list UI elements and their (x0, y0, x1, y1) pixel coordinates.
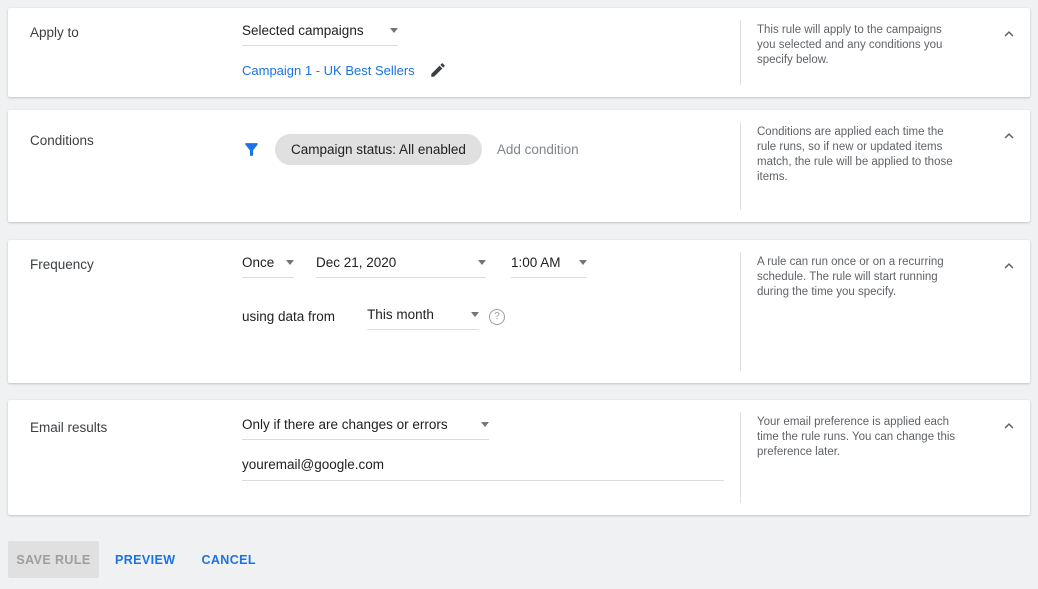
caret-down-icon (478, 260, 486, 265)
email-preference-value: Only if there are changes or errors (242, 417, 448, 432)
chevron-up-icon[interactable] (1000, 25, 1018, 43)
apply-to-dropdown-value: Selected campaigns (242, 23, 364, 38)
save-rule-button[interactable]: SAVE RULE (8, 541, 99, 578)
filter-funnel-icon (242, 140, 261, 159)
frequency-time-dropdown[interactable]: 1:00 AM (511, 255, 587, 278)
email-input[interactable]: youremail@google.com (242, 457, 724, 481)
using-data-from-label: using data from (242, 309, 336, 324)
email-results-section-label: Email results (30, 420, 108, 435)
apply-to-help-text: This rule will apply to the campaigns yo… (757, 24, 943, 66)
data-range-value: This month (367, 307, 434, 322)
frequency-help-panel: A rule can run once or on a recurring sc… (740, 252, 1030, 371)
frequency-interval-value: Once (242, 255, 275, 270)
email-results-help-panel: Your email preference is applied each ti… (740, 412, 1030, 503)
frequency-date-value: Dec 21, 2020 (316, 255, 397, 270)
data-range-dropdown[interactable]: This month (367, 307, 480, 330)
apply-to-help-panel: This rule will apply to the campaigns yo… (740, 20, 1030, 85)
conditions-help-text: Conditions are applied each time the rul… (757, 126, 953, 183)
conditions-section-label: Conditions (30, 133, 94, 148)
frequency-help-text: A rule can run once or on a recurring sc… (757, 256, 944, 298)
email-preference-dropdown[interactable]: Only if there are changes or errors (242, 417, 489, 440)
frequency-interval-dropdown[interactable]: Once (242, 255, 294, 278)
conditions-help-panel: Conditions are applied each time the rul… (740, 122, 1030, 210)
frequency-section-label: Frequency (30, 257, 94, 272)
apply-to-section: Apply to Selected campaigns Campaign 1 -… (8, 8, 1030, 97)
action-bar: SAVE RULE PREVIEW CANCEL (8, 541, 1030, 578)
add-condition-button[interactable]: Add condition (496, 142, 579, 157)
caret-down-icon (579, 260, 587, 265)
question-mark-icon[interactable]: ? (489, 309, 506, 325)
email-results-help-text: Your email preference is applied each ti… (757, 416, 956, 458)
frequency-section: Frequency Once Dec 21, 2020 1:00 AM usin… (8, 240, 1030, 383)
pencil-icon[interactable] (429, 61, 447, 79)
chevron-up-icon[interactable] (1000, 127, 1018, 145)
preview-button[interactable]: PREVIEW (107, 543, 183, 577)
chevron-up-icon[interactable] (1000, 257, 1018, 275)
email-results-section: Email results Only if there are changes … (8, 400, 1030, 515)
caret-down-icon (481, 422, 489, 427)
caret-down-icon (390, 28, 398, 33)
frequency-date-dropdown[interactable]: Dec 21, 2020 (316, 255, 486, 278)
chevron-up-icon[interactable] (1000, 417, 1018, 435)
campaign-link[interactable]: Campaign 1 - UK Best Sellers (242, 62, 415, 78)
condition-chip[interactable]: Campaign status: All enabled (275, 134, 482, 165)
apply-to-section-label: Apply to (30, 25, 79, 40)
cancel-button[interactable]: CANCEL (193, 543, 263, 577)
caret-down-icon (471, 312, 480, 317)
apply-to-dropdown[interactable]: Selected campaigns (242, 23, 398, 46)
frequency-time-value: 1:00 AM (511, 255, 561, 270)
caret-down-icon (286, 260, 294, 265)
conditions-section: Conditions Campaign status: All enabled … (8, 110, 1030, 222)
